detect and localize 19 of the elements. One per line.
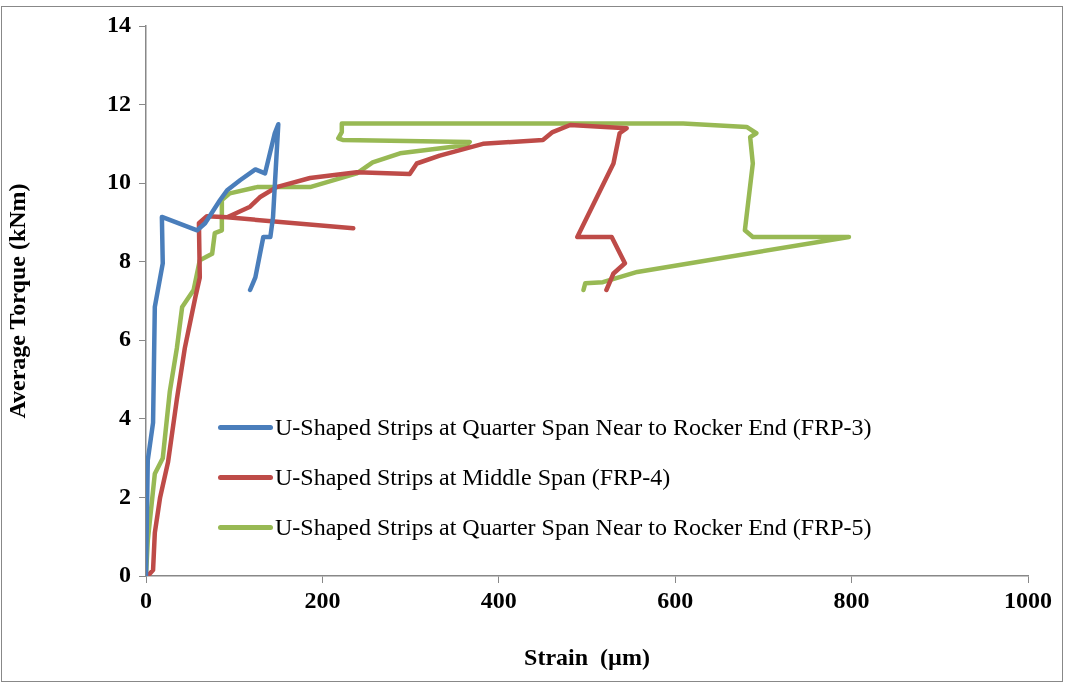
x-axis-title: Strain (µm) bbox=[524, 643, 650, 670]
x-tick-label: 200 bbox=[304, 586, 341, 613]
y-tick-label: 6 bbox=[119, 325, 131, 352]
x-tick-label: 600 bbox=[657, 586, 694, 613]
legend-label: U-Shaped Strips at Quarter Span Near to Rocker End (FRP-3) bbox=[275, 413, 872, 441]
y-tick-label: 2 bbox=[119, 482, 131, 509]
x-tick-label: 800 bbox=[833, 586, 870, 613]
y-tick-label: 14 bbox=[107, 11, 131, 38]
y-tick-label: 4 bbox=[119, 404, 131, 431]
legend-label: U-Shaped Strips at Middle Span (FRP-4) bbox=[275, 463, 671, 491]
y-tick-label: 8 bbox=[119, 246, 131, 273]
x-tick-label: 0 bbox=[140, 586, 152, 613]
legend-label: U-Shaped Strips at Quarter Span Near to Rocker End (FRP-5) bbox=[275, 513, 872, 541]
y-tick-label: 10 bbox=[107, 168, 131, 195]
y-tick-label: 12 bbox=[107, 89, 131, 116]
x-tick-label: 1000 bbox=[1004, 586, 1052, 613]
y-tick-label: 0 bbox=[119, 561, 131, 588]
x-tick-label: 400 bbox=[480, 586, 517, 613]
y-axis-title: Average Torque (kNm) bbox=[3, 183, 30, 419]
